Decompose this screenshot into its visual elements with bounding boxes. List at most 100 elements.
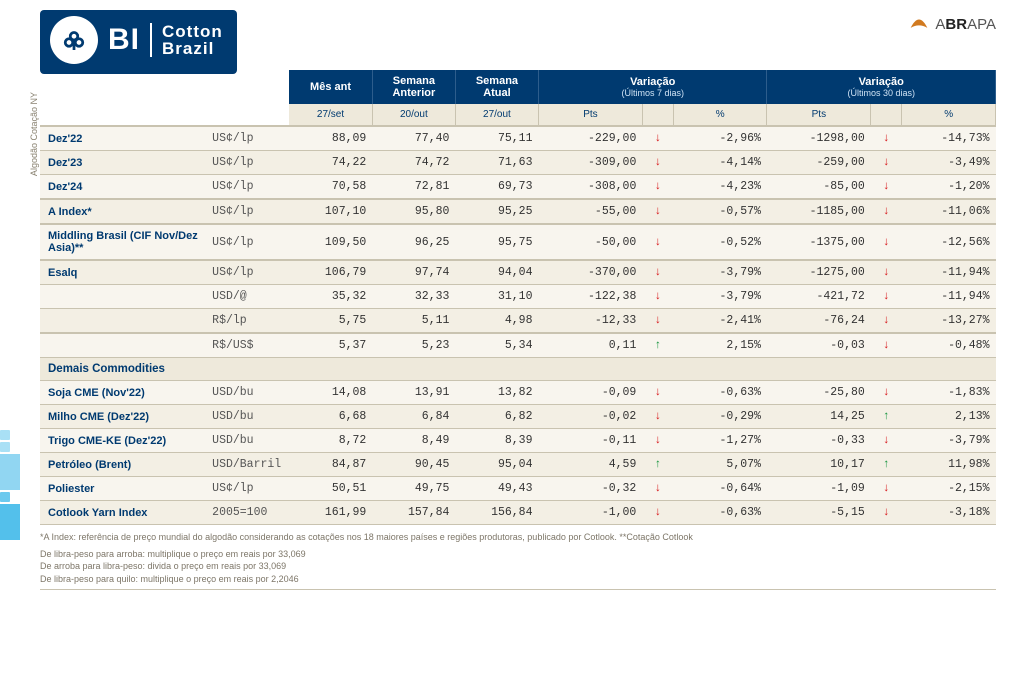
row-mes-ant: 50,51 — [289, 477, 372, 501]
row-sem-ant: 95,80 — [372, 199, 455, 224]
row-pct-7: -4,14% — [673, 151, 766, 175]
row-unit: USD/bu — [206, 381, 289, 405]
row-sem-atual: 5,34 — [455, 333, 538, 358]
row-mes-ant: 35,32 — [289, 285, 372, 309]
row-pts-30: 10,17 — [767, 453, 871, 477]
row-pts-7: -0,11 — [538, 429, 642, 453]
row-mes-ant: 5,37 — [289, 333, 372, 358]
footnote-conv-3: De libra-peso para quilo: multiplique o … — [40, 573, 996, 586]
date-sem-atual: 27/out — [455, 104, 538, 126]
row-pts-7: -55,00 — [538, 199, 642, 224]
date-sem-ant: 20/out — [372, 104, 455, 126]
row-pts-7: -229,00 — [538, 126, 642, 151]
row-mes-ant: 8,72 — [289, 429, 372, 453]
row-name: Poliester — [40, 477, 206, 501]
row-pct-30: -11,94% — [902, 285, 996, 309]
table-header: Mês ant Semana Anterior Semana Atual Var… — [40, 70, 996, 126]
table-body: Dez'22US¢/lp88,0977,4075,11-229,00↓-2,96… — [40, 126, 996, 525]
row-name — [40, 333, 206, 358]
row-sem-ant: 13,91 — [372, 381, 455, 405]
up-arrow-icon: ↑ — [871, 405, 902, 429]
row-unit: R$/lp — [206, 309, 289, 334]
row-pts-30: -5,15 — [767, 501, 871, 525]
row-sem-ant: 49,75 — [372, 477, 455, 501]
row-pts-7: 4,59 — [538, 453, 642, 477]
sub-pts-7: Pts — [538, 104, 642, 126]
cotton-icon — [50, 16, 98, 64]
col-sem-atual: Semana Atual — [455, 70, 538, 104]
row-name — [40, 285, 206, 309]
row-name: A Index* — [40, 199, 206, 224]
row-sem-atual: 95,25 — [455, 199, 538, 224]
row-unit: US¢/lp — [206, 126, 289, 151]
logo-cotton-text: Cotton — [162, 23, 223, 40]
row-mes-ant: 6,68 — [289, 405, 372, 429]
row-pts-30: -421,72 — [767, 285, 871, 309]
row-sem-atual: 156,84 — [455, 501, 538, 525]
row-pts-30: -1375,00 — [767, 224, 871, 260]
row-unit: USD/Barril — [206, 453, 289, 477]
down-arrow-icon: ↓ — [642, 126, 673, 151]
abrapa-logo: ABRAPA — [909, 10, 996, 34]
down-arrow-icon: ↓ — [642, 501, 673, 525]
row-pct-30: -2,15% — [902, 477, 996, 501]
row-pts-7: -308,00 — [538, 175, 642, 200]
row-pct-7: -0,63% — [673, 381, 766, 405]
logo-brazil-text: Brazil — [162, 40, 223, 57]
down-arrow-icon: ↓ — [871, 381, 902, 405]
row-sem-atual: 69,73 — [455, 175, 538, 200]
bi-cotton-brazil-logo: BI Cotton Brazil — [40, 10, 237, 74]
row-sem-ant: 74,72 — [372, 151, 455, 175]
table-row: Trigo CME-KE (Dez'22)USD/bu8,728,498,39-… — [40, 429, 996, 453]
row-pts-7: 0,11 — [538, 333, 642, 358]
down-arrow-icon: ↓ — [871, 126, 902, 151]
row-pct-7: 5,07% — [673, 453, 766, 477]
row-sem-ant: 8,49 — [372, 429, 455, 453]
row-pct-7: -0,64% — [673, 477, 766, 501]
row-name: Cotlook Yarn Index — [40, 501, 206, 525]
row-pct-30: -11,06% — [902, 199, 996, 224]
row-pct-30: -12,56% — [902, 224, 996, 260]
row-mes-ant: 107,10 — [289, 199, 372, 224]
row-sem-atual: 31,10 — [455, 285, 538, 309]
down-arrow-icon: ↓ — [871, 175, 902, 200]
down-arrow-icon: ↓ — [642, 260, 673, 285]
row-name: Esalq — [40, 260, 206, 285]
row-pts-30: 14,25 — [767, 405, 871, 429]
footnote-conv-2: De arroba para libra-peso: divida o preç… — [40, 560, 996, 573]
footnotes: *A Index: referência de preço mundial do… — [40, 531, 996, 590]
col-sem-ant: Semana Anterior — [372, 70, 455, 104]
sub-pct-30: % — [902, 104, 996, 126]
table-row: PoliesterUS¢/lp50,5149,7549,43-0,32↓-0,6… — [40, 477, 996, 501]
row-sem-atual: 95,04 — [455, 453, 538, 477]
row-sem-atual: 4,98 — [455, 309, 538, 334]
down-arrow-icon: ↓ — [871, 224, 902, 260]
col-mes-ant: Mês ant — [289, 70, 372, 104]
table-row: R$/lp5,755,114,98-12,33↓-2,41%-76,24↓-13… — [40, 309, 996, 334]
footnote-aindex: *A Index: referência de preço mundial do… — [40, 531, 996, 544]
section-row: Demais Commodities — [40, 358, 996, 381]
row-sem-ant: 90,45 — [372, 453, 455, 477]
up-arrow-icon: ↑ — [642, 333, 673, 358]
row-sem-ant: 96,25 — [372, 224, 455, 260]
row-mes-ant: 109,50 — [289, 224, 372, 260]
table-row: Cotlook Yarn Index2005=100161,99157,8415… — [40, 501, 996, 525]
row-sem-ant: 97,74 — [372, 260, 455, 285]
down-arrow-icon: ↓ — [871, 333, 902, 358]
row-pts-30: -1298,00 — [767, 126, 871, 151]
row-sem-atual: 49,43 — [455, 477, 538, 501]
row-pct-30: -13,27% — [902, 309, 996, 334]
row-pts-7: -370,00 — [538, 260, 642, 285]
row-sem-ant: 6,84 — [372, 405, 455, 429]
down-arrow-icon: ↓ — [871, 285, 902, 309]
row-sem-atual: 13,82 — [455, 381, 538, 405]
row-sem-ant: 32,33 — [372, 285, 455, 309]
row-mes-ant: 14,08 — [289, 381, 372, 405]
sub-pct-7: % — [673, 104, 766, 126]
row-pts-30: -1275,00 — [767, 260, 871, 285]
down-arrow-icon: ↓ — [642, 381, 673, 405]
row-pts-7: -0,02 — [538, 405, 642, 429]
row-pct-7: -2,96% — [673, 126, 766, 151]
col-var-30: Variação (Últimos 30 dias) — [767, 70, 996, 104]
abrapa-icon — [909, 14, 929, 34]
